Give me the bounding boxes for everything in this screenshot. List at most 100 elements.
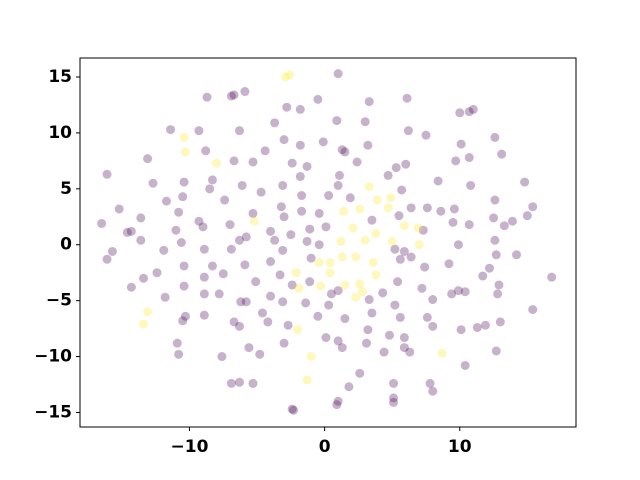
point: [249, 216, 259, 226]
point: [234, 235, 244, 245]
x-tick-label: 0: [319, 437, 331, 457]
point: [333, 396, 343, 406]
point: [179, 132, 189, 142]
point: [286, 230, 296, 240]
point: [391, 163, 401, 173]
point: [293, 325, 303, 335]
point: [417, 283, 427, 293]
point: [460, 287, 470, 297]
point: [280, 72, 290, 82]
point: [295, 172, 305, 182]
point: [161, 196, 171, 206]
point: [199, 272, 209, 282]
point: [172, 338, 182, 348]
point: [143, 154, 153, 164]
point: [447, 289, 457, 299]
point: [301, 298, 311, 308]
point: [372, 195, 382, 205]
point: [389, 393, 399, 403]
point: [399, 246, 409, 256]
x-tick-label: −10: [171, 437, 209, 457]
point: [256, 187, 266, 197]
point: [453, 286, 463, 296]
point: [490, 235, 500, 245]
point: [406, 203, 416, 213]
point: [387, 236, 397, 246]
point: [455, 108, 465, 118]
point: [362, 338, 372, 348]
point: [333, 69, 343, 79]
point: [126, 282, 136, 292]
point: [283, 320, 293, 330]
point: [413, 223, 423, 233]
point: [449, 204, 459, 214]
point: [379, 347, 389, 357]
point: [334, 170, 344, 180]
point: [333, 286, 343, 296]
point: [355, 279, 365, 289]
point: [306, 253, 316, 263]
point: [284, 70, 294, 80]
point: [495, 317, 505, 327]
point: [220, 195, 230, 205]
point: [464, 220, 474, 230]
point: [371, 270, 381, 280]
point: [425, 378, 435, 388]
point: [207, 175, 217, 185]
point: [234, 321, 244, 331]
point: [444, 259, 454, 269]
point: [278, 180, 288, 190]
point: [368, 258, 378, 268]
point: [275, 270, 285, 280]
point: [325, 258, 335, 268]
point: [199, 310, 209, 320]
point: [332, 400, 342, 410]
point: [159, 245, 169, 255]
point: [234, 126, 244, 136]
point: [386, 193, 396, 203]
point: [226, 244, 236, 254]
point: [389, 397, 399, 407]
y-tick-label: −5: [46, 291, 72, 311]
point: [337, 343, 347, 353]
point: [174, 349, 184, 359]
point: [226, 378, 236, 388]
point: [433, 176, 443, 186]
point: [528, 305, 538, 315]
point: [313, 94, 323, 104]
point: [266, 291, 276, 301]
point: [472, 322, 482, 332]
point: [406, 252, 416, 262]
point: [355, 368, 365, 378]
point: [485, 263, 495, 273]
point: [282, 102, 292, 112]
point: [340, 147, 350, 157]
point: [339, 206, 349, 216]
point: [468, 104, 478, 114]
point: [107, 246, 117, 256]
point: [491, 250, 501, 260]
point: [240, 260, 250, 270]
point: [194, 216, 204, 226]
point: [405, 347, 415, 357]
point: [194, 126, 204, 136]
point: [122, 227, 132, 237]
point: [340, 314, 350, 324]
point: [421, 130, 431, 140]
point: [263, 317, 273, 327]
point: [171, 225, 181, 235]
point: [97, 218, 107, 228]
point: [394, 211, 404, 221]
point: [218, 269, 228, 279]
point: [355, 204, 365, 214]
point: [174, 207, 184, 217]
point: [225, 220, 235, 230]
point: [266, 257, 276, 267]
point: [422, 312, 432, 322]
point: [241, 232, 251, 242]
point: [464, 107, 474, 117]
point: [302, 236, 312, 246]
y-tick-label: 5: [60, 179, 72, 199]
point: [478, 271, 488, 281]
